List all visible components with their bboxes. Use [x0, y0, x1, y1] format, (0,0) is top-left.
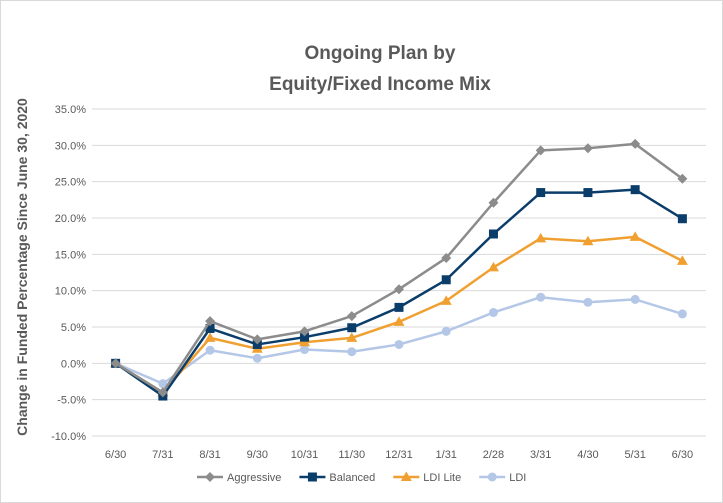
data-point-ldi [441, 326, 451, 336]
x-tick-label: 10/31 [291, 449, 319, 461]
data-point-ldi [394, 339, 404, 349]
data-point-aggressive [582, 143, 593, 154]
legend-item-aggressive: Aggressive [197, 472, 281, 484]
data-point-balanced [347, 323, 357, 333]
data-point-aggressive [299, 326, 310, 337]
data-point-ldi [488, 307, 498, 317]
chart-title-line-1: Ongoing Plan by [305, 43, 456, 64]
series-ldi [111, 292, 687, 389]
data-point-balanced [441, 275, 451, 285]
x-tick-label: 6/30 [105, 449, 126, 461]
data-point-aggressive [630, 138, 641, 149]
y-tick-label: 20.0% [55, 213, 86, 225]
data-point-aggressive [110, 358, 121, 369]
x-tick-label: 5/31 [624, 449, 645, 461]
data-point-aggressive [535, 145, 546, 156]
data-point-ldi [300, 345, 310, 355]
series-line-aggressive [114, 142, 684, 394]
x-tick-label: 1/31 [436, 449, 457, 461]
legend-label: LDI [509, 472, 526, 484]
data-point-aggressive [346, 311, 357, 322]
data-point-ldi [158, 379, 168, 389]
x-tick-label: 8/31 [199, 449, 220, 461]
data-point-balanced [252, 339, 262, 349]
data-point-balanced [488, 229, 498, 239]
data-point-balanced [583, 188, 593, 198]
data-point-aggressive [488, 197, 499, 208]
y-tick-label: 35.0% [55, 104, 86, 116]
y-tick-label: 5.0% [61, 322, 86, 334]
x-tick-label: 9/30 [247, 449, 268, 461]
data-point-ldi-lite [582, 235, 594, 246]
data-point-balanced [677, 214, 687, 224]
y-tick-label: 25.0% [55, 177, 86, 189]
series-aggressive [110, 138, 688, 398]
data-point-ldi [536, 292, 546, 302]
chart-title-line-2: Equity/Fixed Income Mix [269, 74, 491, 95]
data-point-ldi-lite [629, 231, 641, 241]
legend-item-ldi: LDI [479, 472, 526, 484]
legend: Aggressive Balanced LDI Lite LDI [197, 471, 526, 484]
legend-marker-ldi [487, 472, 497, 482]
x-axis-ticks: 6/30 7/31 8/31 9/30 10/31 11/30 12/31 1/31 2/28 3… [105, 449, 693, 461]
data-point-aggressive [252, 334, 263, 345]
x-tick-label: 6/30 [672, 449, 693, 461]
legend-marker-aggressive [205, 472, 215, 482]
data-point-ldi [583, 297, 593, 307]
x-tick-label: 3/31 [530, 449, 551, 461]
legend-label: Balanced [329, 472, 375, 484]
x-tick-label: 4/30 [577, 449, 598, 461]
y-tick-label: 0.0% [61, 358, 86, 370]
x-tick-label: 12/31 [385, 449, 413, 461]
y-tick-label: -5.0% [57, 395, 86, 407]
chart-title: Ongoing Plan by Equity/Fixed Income Mix [269, 43, 491, 95]
x-tick-label: 11/30 [338, 449, 365, 461]
data-point-ldi-lite [676, 255, 688, 265]
data-point-aggressive [205, 316, 216, 327]
legend-label: LDI Lite [423, 472, 461, 484]
series-ldi-lite [110, 231, 688, 397]
series-group [110, 138, 688, 401]
data-point-ldi [347, 347, 357, 357]
y-axis-ticks: -10.0% -5.0% 0.0% 5.0% 10.0% 15.0% 20.0% 25.0% 3… [51, 104, 86, 443]
data-point-balanced [205, 323, 215, 333]
data-point-ldi-lite [346, 332, 358, 342]
data-point-balanced [300, 332, 310, 342]
data-point-balanced [630, 185, 640, 195]
data-point-aggressive [677, 173, 688, 184]
data-point-aggressive [441, 252, 452, 263]
y-tick-label: -10.0% [51, 431, 86, 443]
data-point-ldi-lite [487, 261, 499, 272]
data-point-aggressive [157, 387, 168, 398]
legend-marker-ldi-lite [400, 471, 412, 481]
y-axis-label: Change in Funded Percentage Since June 3… [14, 98, 30, 436]
gridlines [92, 108, 706, 437]
y-tick-label: 15.0% [55, 249, 86, 261]
legend-item-balanced: Balanced [299, 472, 375, 484]
y-tick-label: 30.0% [55, 140, 86, 152]
data-point-ldi [630, 294, 640, 304]
data-point-balanced [394, 302, 404, 312]
data-point-ldi-lite [204, 332, 216, 342]
data-point-ldi-lite [535, 232, 547, 243]
data-point-ldi-lite [393, 316, 405, 326]
series-line-ldi-lite [114, 235, 683, 394]
data-point-ldi [252, 353, 262, 363]
data-point-ldi-lite [440, 295, 452, 305]
x-tick-label: 2/28 [483, 449, 504, 461]
legend-marker-balanced [307, 472, 317, 482]
y-tick-label: 10.0% [55, 286, 86, 298]
data-point-ldi [205, 345, 215, 355]
data-point-ldi [677, 309, 687, 319]
x-tick-label: 7/31 [152, 449, 173, 461]
legend-label: Aggressive [227, 472, 281, 484]
data-point-balanced [536, 188, 546, 198]
legend-item-ldi-lite: LDI Lite [393, 471, 461, 484]
data-point-aggressive [394, 284, 404, 295]
